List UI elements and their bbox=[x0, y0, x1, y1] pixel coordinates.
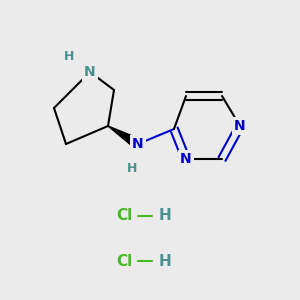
Text: Cl: Cl bbox=[116, 208, 133, 224]
Text: H: H bbox=[159, 208, 171, 224]
Text: H: H bbox=[159, 254, 171, 268]
Polygon shape bbox=[108, 126, 141, 148]
Text: N: N bbox=[132, 137, 144, 151]
Text: H: H bbox=[127, 161, 137, 175]
Text: Cl: Cl bbox=[116, 254, 133, 268]
Text: N: N bbox=[234, 119, 246, 133]
Text: N: N bbox=[84, 65, 96, 79]
Text: H: H bbox=[64, 50, 74, 64]
Text: N: N bbox=[180, 152, 192, 166]
